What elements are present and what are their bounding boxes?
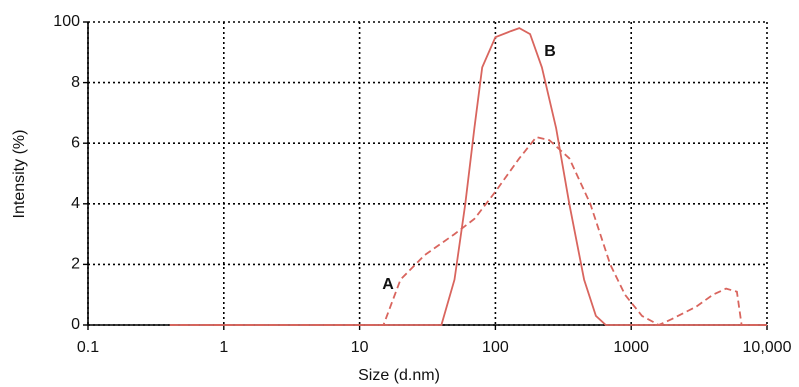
- y-axis-label: Intensity (%): [11, 130, 28, 219]
- x-axis-label: Size (d.nm): [358, 367, 440, 384]
- y-tick-label: 6: [71, 134, 80, 151]
- series-line: [169, 136, 767, 327]
- x-tick-label: 1000: [613, 339, 649, 356]
- x-tick-label: 0.1: [77, 339, 99, 356]
- series-label: A: [382, 276, 394, 293]
- y-tick-label: 8: [71, 74, 80, 91]
- series-label: B: [544, 43, 556, 60]
- series-line: [169, 27, 767, 326]
- x-tick-label: 1: [219, 339, 228, 356]
- y-tick-label: 0: [71, 316, 80, 333]
- y-tick-label: 100: [53, 13, 80, 30]
- x-tick-label: 10: [351, 339, 369, 356]
- x-tick-label: 10,000: [743, 339, 792, 356]
- y-tick-label: 2: [71, 256, 80, 273]
- x-tick-label: 100: [482, 339, 509, 356]
- y-tick-label: 4: [71, 195, 80, 212]
